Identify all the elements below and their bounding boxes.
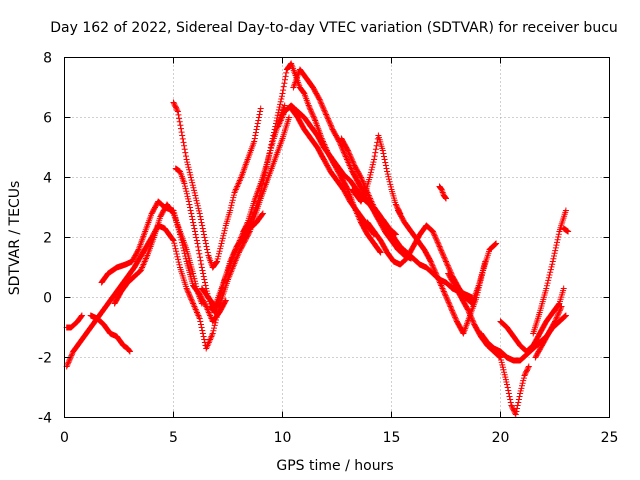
series-layer bbox=[63, 60, 572, 418]
data-point-markers bbox=[436, 183, 449, 202]
x-tick-label: 20 bbox=[492, 430, 510, 446]
data-point-markers bbox=[560, 225, 572, 235]
data-point-markers bbox=[532, 303, 565, 361]
chart-title: Day 162 of 2022, Sidereal Day-to-day VTE… bbox=[50, 20, 618, 36]
series-arc-17 bbox=[436, 183, 449, 202]
y-axis-label: SDTVAR / TECUs bbox=[7, 181, 23, 296]
series-arc-01 bbox=[63, 114, 292, 370]
x-tick-label: 15 bbox=[383, 430, 401, 446]
data-point-markers bbox=[98, 198, 229, 325]
y-tick-label: 8 bbox=[43, 51, 52, 67]
series-arc-16 bbox=[395, 207, 500, 337]
x-tick-label: 0 bbox=[60, 430, 69, 446]
series-arc-04 bbox=[111, 201, 205, 307]
data-point-markers bbox=[530, 207, 569, 337]
grid bbox=[64, 57, 610, 418]
x-tick-label: 10 bbox=[274, 430, 292, 446]
series-arc-23 bbox=[560, 225, 572, 235]
y-tick-label: -2 bbox=[38, 351, 52, 367]
series-arc-22 bbox=[532, 303, 565, 361]
series-arc-06 bbox=[170, 99, 264, 271]
data-point-markers bbox=[111, 201, 205, 307]
x-axis-label: GPS time / hours bbox=[276, 458, 393, 474]
x-tick-label: 5 bbox=[169, 430, 178, 446]
x-tick-label: 25 bbox=[601, 430, 619, 446]
data-point-markers bbox=[63, 312, 85, 331]
y-tick-label: 6 bbox=[43, 111, 52, 127]
data-point-markers bbox=[63, 114, 292, 370]
ticks: 0 5 10 15 20 25 -4 -2 0 2 4 6 8 bbox=[38, 51, 618, 447]
y-tick-label: 2 bbox=[43, 231, 52, 247]
y-tick-label: -4 bbox=[38, 411, 52, 427]
series-arc-14 bbox=[349, 132, 404, 217]
data-point-markers bbox=[395, 207, 500, 337]
y-tick-label: 4 bbox=[43, 171, 52, 187]
series-arc-02 bbox=[63, 312, 85, 331]
data-point-markers bbox=[87, 312, 133, 355]
series-arc-03 bbox=[87, 312, 133, 355]
series-arc-05 bbox=[98, 198, 229, 325]
series-arc-20 bbox=[497, 285, 567, 355]
series-arc-21 bbox=[530, 207, 569, 337]
y-tick-label: 0 bbox=[43, 291, 52, 307]
data-point-markers bbox=[349, 132, 404, 217]
data-point-markers bbox=[497, 285, 567, 355]
data-point-markers bbox=[170, 99, 264, 271]
